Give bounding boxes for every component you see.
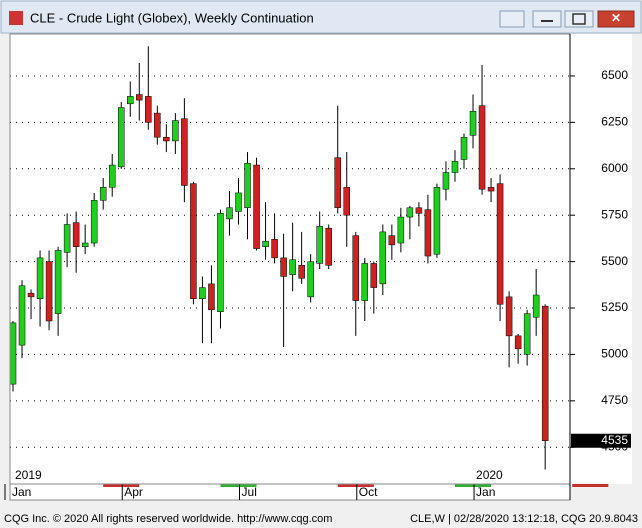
candle-body	[343, 187, 350, 216]
candle-body	[244, 162, 251, 209]
candle-body	[54, 250, 62, 314]
candle-body	[379, 231, 387, 285]
y-tick-label: 6000	[601, 161, 628, 175]
minimize-button[interactable]	[532, 10, 562, 28]
candle-body	[253, 164, 260, 249]
candle-body	[127, 96, 134, 105]
x-tick-label: Jan	[12, 485, 31, 499]
candle-body	[72, 222, 80, 247]
candle-body	[478, 105, 486, 190]
candle-body	[36, 257, 44, 299]
candle-body	[442, 172, 450, 190]
candle-body	[334, 157, 341, 209]
candle-body	[289, 259, 296, 275]
candle-body	[298, 265, 305, 279]
candle-body	[397, 216, 405, 244]
x-tick-label: Apr	[124, 485, 143, 499]
candle-body	[181, 118, 188, 186]
candle-body	[108, 164, 116, 188]
close-icon: ✕	[611, 11, 621, 25]
y-tick-label: 5000	[601, 347, 628, 361]
candle-body	[163, 136, 170, 142]
x-tick-label: Jan	[476, 485, 495, 499]
candle-body	[505, 296, 513, 337]
candle-body	[90, 200, 98, 244]
candle-body	[361, 263, 369, 301]
candle-body	[262, 240, 269, 247]
y-tick-label: 5250	[601, 300, 628, 314]
candle-body	[433, 187, 441, 255]
candle-body	[469, 110, 477, 136]
window-title: CLE - Crude Light (Globex), Weekly Conti…	[30, 10, 314, 25]
candle-body	[541, 305, 549, 441]
y-axis-area	[570, 34, 632, 484]
y-tick-label: 5750	[601, 207, 628, 221]
candle-body	[154, 112, 161, 138]
candle-body	[325, 227, 332, 266]
period-band	[572, 484, 609, 487]
y-tick-label: 4750	[601, 393, 628, 407]
status-bar	[0, 506, 642, 528]
candle-body	[172, 120, 179, 142]
footer-left: CQG Inc. © 2020 All rights reserved worl…	[4, 513, 332, 525]
candle-body	[199, 287, 206, 299]
candle-body	[316, 226, 323, 264]
candle-body	[370, 263, 378, 288]
footer-right: CLE,W | 02/28/2020 13:12:18, CQG 20.9.80…	[410, 513, 638, 525]
candle-body	[514, 335, 522, 350]
candle-body	[217, 213, 224, 312]
period-band	[337, 484, 374, 487]
candle-body	[208, 283, 215, 311]
candle-body	[9, 322, 17, 385]
last-price-box	[571, 433, 631, 448]
close-button[interactable]	[597, 10, 635, 28]
year-label: 2019	[15, 468, 42, 482]
candle-body	[235, 192, 242, 212]
candle-body	[190, 183, 197, 299]
period-band	[454, 484, 492, 487]
candle-body	[271, 239, 278, 259]
candle-body	[27, 292, 35, 298]
link-button[interactable]	[499, 10, 525, 28]
candle-body	[45, 261, 53, 322]
candle-body	[451, 161, 459, 173]
maximize-icon	[572, 13, 586, 25]
candle-body	[63, 224, 71, 253]
candle-body	[460, 136, 468, 160]
candle-body	[424, 209, 432, 257]
candle-body	[145, 96, 152, 123]
plot: 4500475050005250550057506000625065004535…	[4, 33, 631, 500]
last-price-label: 4535	[601, 433, 628, 447]
y-tick-label: 6500	[601, 68, 628, 82]
candle-body	[226, 207, 233, 220]
candle-body	[99, 187, 107, 201]
candle-body	[487, 187, 495, 192]
candle-body	[18, 285, 26, 346]
year-label: 2020	[476, 468, 503, 482]
candle-body	[280, 257, 287, 277]
x-tick-label: Oct	[359, 485, 378, 499]
x-tick-label: Jul	[242, 485, 257, 499]
maximize-button[interactable]	[564, 10, 594, 28]
period-band	[103, 484, 140, 487]
candle-body	[352, 235, 360, 301]
candle-body	[496, 183, 504, 305]
candle-body	[136, 94, 143, 101]
candle-body	[307, 261, 314, 298]
candle-body	[81, 242, 89, 247]
period-band	[220, 484, 257, 487]
candle-body	[388, 235, 396, 246]
y-tick-label: 5500	[601, 254, 628, 268]
plot-area	[10, 34, 570, 484]
app-icon	[9, 11, 23, 25]
candle-body	[406, 207, 414, 218]
candle-body	[415, 207, 423, 214]
candle-body	[532, 294, 540, 318]
y-tick-label: 6250	[601, 115, 628, 129]
candle-body	[523, 313, 531, 355]
candle-body	[117, 107, 125, 168]
